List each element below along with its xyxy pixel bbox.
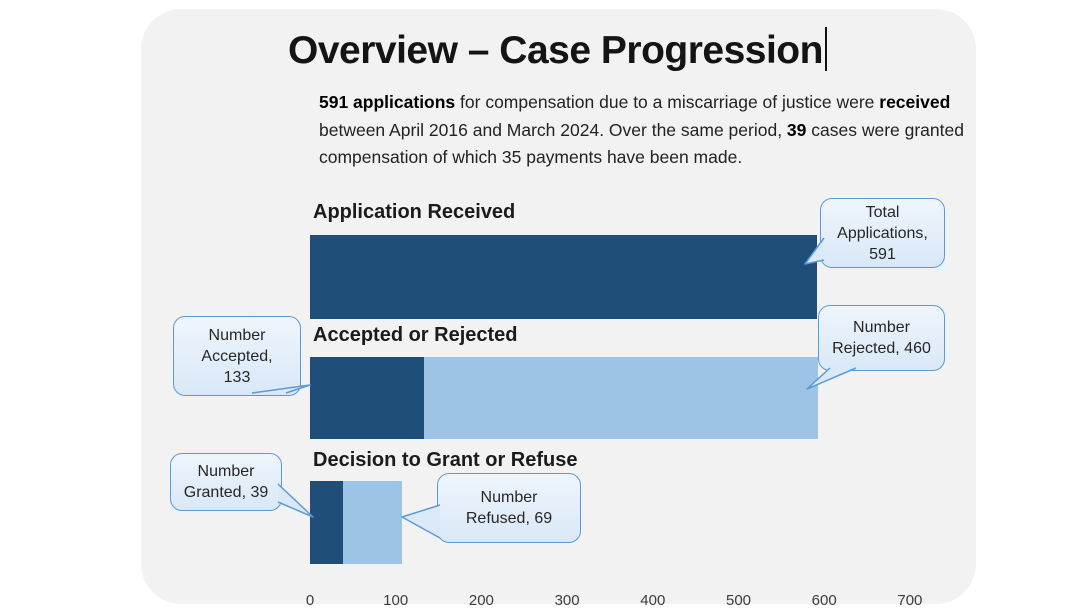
slide: Overview – Case Progression 591 applicat… xyxy=(141,9,976,609)
bar-segment-number-granted[interactable] xyxy=(310,481,344,564)
axis-tick-label: 400 xyxy=(640,592,666,609)
axis-tick-label: 0 xyxy=(305,592,315,609)
callout-number-refused[interactable]: Number Refused, 69 xyxy=(437,473,581,543)
callout-tail-number-granted xyxy=(277,483,314,518)
bar-segment-total-applications[interactable] xyxy=(310,235,817,319)
callout-tail-number-refused xyxy=(401,504,441,539)
bar-accepted-or-rejected[interactable] xyxy=(310,357,819,439)
page-title-text: Overview – Case Progression xyxy=(288,29,823,72)
text-cursor xyxy=(824,27,827,71)
bar-segment-number-refused[interactable] xyxy=(343,481,403,564)
bar-application-received[interactable] xyxy=(310,235,817,319)
bar-label-application-received: Application Received xyxy=(313,201,516,223)
axis-tick-label: 700 xyxy=(897,592,923,609)
axis-tick-label: 500 xyxy=(725,592,752,609)
bar-label-decision-to-grant-or-refuse: Decision to Grant or Refuse xyxy=(313,449,578,471)
bar-segment-number-rejected[interactable] xyxy=(424,357,819,439)
bar-label-accepted-or-rejected: Accepted or Rejected xyxy=(313,324,518,346)
callout-total-applications[interactable]: Total Applications, 591 xyxy=(820,198,945,268)
intro-paragraph[interactable]: 591 applications for compensation due to… xyxy=(319,92,964,167)
callout-number-accepted[interactable]: Number Accepted, 133 xyxy=(173,316,301,396)
axis-tick-label: 300 xyxy=(554,592,580,609)
axis-tick-label: 100 xyxy=(383,592,409,609)
bar-segment-number-accepted[interactable] xyxy=(310,357,424,439)
axis-tick-label: 600 xyxy=(811,592,837,609)
axis-tick-label: 200 xyxy=(468,592,494,609)
bar-decision-to-grant-or-refuse[interactable] xyxy=(310,481,403,564)
page-title[interactable]: Overview – Case Progression xyxy=(288,27,827,73)
callout-number-granted[interactable]: Number Granted, 39 xyxy=(170,453,282,511)
callout-number-rejected[interactable]: Number Rejected, 460 xyxy=(818,305,945,371)
